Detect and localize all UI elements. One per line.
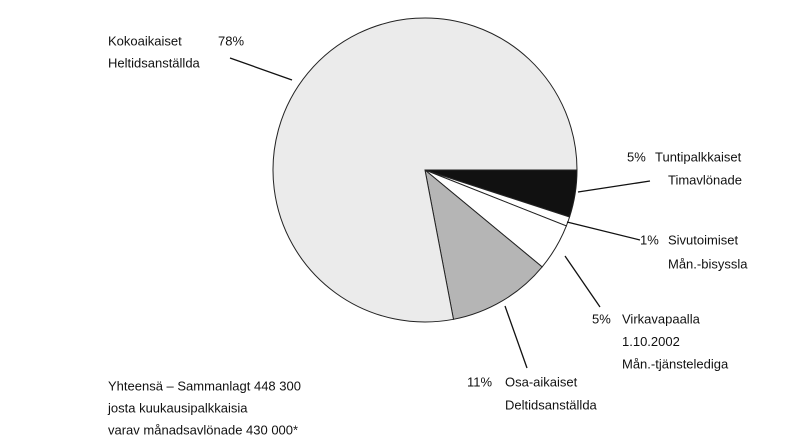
- note: varav månadsavlönade 430 000*: [108, 422, 298, 437]
- leader-line: [564, 255, 601, 308]
- leader-line: [504, 305, 528, 369]
- value-label: 11%: [467, 374, 492, 389]
- leader-line: [566, 221, 641, 241]
- slice-label: Mån.-bisyssla: [668, 256, 748, 271]
- note: Yhteensä – Sammanlagt 448 300: [108, 378, 301, 393]
- slice-label: Tuntipalkkaiset: [655, 149, 742, 164]
- slice-label: Virkavapaalla: [622, 311, 701, 326]
- pie-slice: [424, 168, 543, 320]
- slice-label: Deltidsanställda: [505, 397, 598, 412]
- value-label: 1%: [640, 232, 659, 247]
- slice-label: 1.10.2002: [622, 334, 680, 349]
- slice-label: Kokoaikaiset: [108, 33, 182, 48]
- note: josta kuukausipalkkaisia: [107, 400, 248, 415]
- slice-label: Heltidsanställda: [108, 55, 201, 70]
- leader-line: [229, 57, 293, 81]
- slice-label: Mån.-tjänstelediga: [622, 356, 729, 371]
- slice-label: Timavlönade: [668, 172, 742, 187]
- value-label: 5%: [627, 149, 646, 164]
- slice-label: Osa-aikaiset: [505, 374, 578, 389]
- value-label: 78%: [218, 33, 244, 48]
- value-label: 5%: [592, 311, 611, 326]
- slice-label: Sivutoimiset: [668, 232, 738, 247]
- leader-line: [577, 180, 651, 193]
- pie-slice: [272, 17, 578, 323]
